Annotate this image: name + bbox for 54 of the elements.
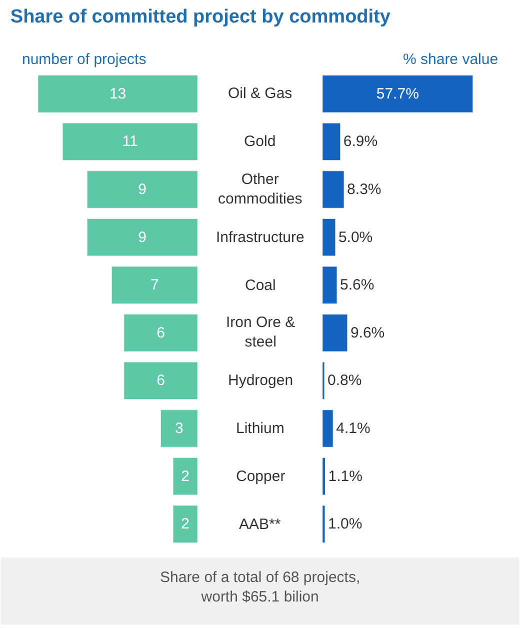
bar bbox=[322, 505, 326, 543]
chart-subtitle: number of projects bbox=[22, 51, 146, 68]
data-label: 2 bbox=[181, 468, 190, 485]
data-label: 6 bbox=[156, 372, 165, 390]
bar bbox=[124, 314, 198, 352]
bar bbox=[160, 410, 198, 448]
bar bbox=[62, 122, 198, 161]
bar bbox=[86, 218, 198, 256]
data-label: 6.9% bbox=[343, 133, 378, 150]
data-label: 1.0% bbox=[328, 516, 362, 533]
y-tick-label: Coal bbox=[245, 277, 276, 294]
bar bbox=[322, 362, 325, 400]
data-label: 9 bbox=[138, 181, 147, 198]
bar bbox=[124, 362, 198, 400]
bar bbox=[172, 457, 198, 496]
bar bbox=[322, 410, 334, 448]
data-label: 4.1% bbox=[336, 420, 370, 437]
data-label: 11 bbox=[122, 133, 138, 150]
y-tick-label: Copper bbox=[236, 468, 286, 485]
data-label: 5.0% bbox=[338, 228, 373, 246]
data-label: 8.3% bbox=[347, 181, 382, 198]
data-label: 3 bbox=[175, 420, 184, 437]
bar bbox=[322, 75, 474, 113]
data-label: 9 bbox=[138, 228, 147, 246]
chart-subtitle: % share value bbox=[403, 51, 498, 68]
data-label: 5.6% bbox=[340, 276, 374, 294]
y-tick-label: AAB** bbox=[239, 516, 281, 533]
y-tick-label: Iron Ore & steel bbox=[226, 314, 296, 350]
data-label: 57.7% bbox=[376, 85, 419, 102]
data-label: 9.6% bbox=[350, 324, 385, 342]
data-label: 0.8% bbox=[327, 372, 362, 390]
bar bbox=[322, 457, 326, 496]
data-label: 2 bbox=[181, 516, 190, 533]
y-tick-label: Lithium bbox=[236, 420, 284, 437]
bar bbox=[322, 122, 341, 161]
data-label: 1.1% bbox=[328, 468, 362, 485]
bar bbox=[172, 505, 198, 543]
y-tick-label: Other commodities bbox=[218, 171, 302, 208]
data-label: 6 bbox=[156, 324, 165, 342]
text: Share of a total of 68 projects, worth $65.1 bilion bbox=[160, 569, 360, 606]
bar bbox=[322, 266, 338, 304]
data-label: 7 bbox=[150, 276, 159, 294]
y-tick-label: Hydrogen bbox=[228, 372, 294, 389]
bar bbox=[38, 75, 198, 113]
bar bbox=[86, 170, 198, 208]
bar bbox=[111, 266, 198, 304]
y-tick-label: Gold bbox=[244, 133, 276, 150]
data-label: 13 bbox=[109, 85, 126, 102]
y-tick-label: Infrastructure bbox=[216, 229, 304, 246]
bar bbox=[322, 170, 344, 208]
y-tick-label: Oil & Gas bbox=[228, 85, 292, 102]
bar bbox=[322, 314, 348, 352]
bar bbox=[322, 218, 336, 256]
chart-title: Share of committed project by commodity bbox=[10, 6, 391, 28]
